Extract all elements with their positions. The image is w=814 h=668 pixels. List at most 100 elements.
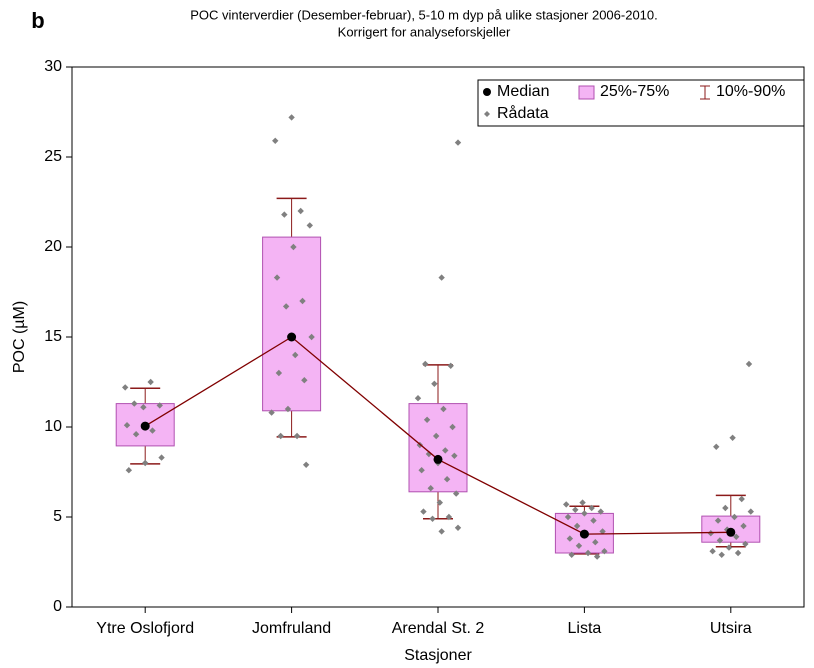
y-tick-label: 10 — [44, 418, 62, 435]
raw-point — [125, 467, 133, 474]
raw-point — [449, 423, 456, 431]
raw-point — [566, 535, 574, 542]
legend-label: 10%-90% — [716, 83, 785, 100]
y-tick-label: 30 — [44, 58, 62, 75]
y-tick-label: 15 — [44, 328, 62, 345]
raw-point — [601, 548, 608, 555]
x-tick-label: Jomfruland — [252, 620, 331, 637]
raw-point — [123, 422, 131, 429]
raw-point — [731, 513, 738, 521]
raw-point — [709, 548, 716, 555]
median-dot — [287, 332, 297, 342]
y-tick-label: 0 — [53, 598, 62, 615]
raw-point — [707, 530, 714, 537]
raw-point — [738, 495, 745, 503]
raw-point — [432, 432, 440, 440]
raw-point — [275, 369, 283, 377]
raw-point — [733, 533, 740, 540]
raw-point — [590, 517, 597, 524]
raw-point — [149, 427, 156, 434]
panel-label: b — [31, 8, 44, 33]
raw-point — [723, 526, 731, 533]
raw-point — [288, 114, 295, 121]
raw-point — [568, 551, 575, 558]
raw-point — [747, 508, 754, 515]
raw-point — [436, 499, 444, 506]
raw-point — [725, 544, 733, 551]
raw-point — [593, 553, 601, 560]
median-dot — [140, 421, 150, 431]
raw-point — [147, 378, 154, 386]
raw-point — [442, 447, 449, 454]
raw-point — [281, 211, 288, 218]
box — [408, 403, 468, 493]
median-dot — [726, 527, 736, 537]
raw-point — [131, 400, 138, 407]
legend-whisker-symbol — [700, 85, 710, 100]
raw-point — [579, 499, 586, 506]
chart-title: POC vinterverdier (Desember-februar), 5-… — [190, 7, 658, 22]
raw-point — [142, 459, 149, 467]
raw-point — [308, 333, 315, 341]
raw-point — [306, 222, 313, 229]
raw-point — [452, 490, 460, 497]
raw-point — [573, 522, 581, 530]
raw-point — [745, 360, 753, 368]
raw-point — [273, 274, 281, 281]
raw-point — [414, 395, 422, 402]
raw-point — [713, 443, 720, 450]
raw-point — [418, 467, 425, 474]
raw-point — [158, 454, 165, 461]
box — [262, 236, 322, 412]
raw-point — [438, 528, 445, 535]
y-tick-label: 25 — [44, 148, 62, 165]
x-tick-label: Arendal St. 2 — [392, 620, 485, 637]
raw-point — [429, 515, 436, 522]
legend-median-symbol — [483, 88, 491, 96]
raw-point — [447, 362, 454, 369]
legend-label: 25%-75% — [600, 83, 669, 100]
raw-point — [734, 549, 742, 557]
y-tick-label: 20 — [44, 238, 62, 255]
y-tick-label: 5 — [53, 508, 62, 525]
plot-frame — [71, 66, 805, 608]
raw-point — [445, 513, 453, 521]
raw-point — [581, 510, 588, 517]
raw-point — [597, 508, 604, 515]
raw-point — [132, 431, 140, 438]
raw-point — [564, 513, 572, 521]
raw-point — [302, 461, 310, 468]
raw-point — [156, 402, 163, 409]
raw-point — [292, 351, 299, 359]
raw-point — [592, 539, 599, 546]
raw-point — [290, 243, 297, 251]
raw-point — [454, 524, 462, 531]
raw-point — [575, 542, 583, 549]
raw-point — [718, 551, 725, 558]
raw-point — [443, 476, 451, 483]
x-tick-label: Utsira — [710, 620, 752, 637]
raw-point — [740, 522, 747, 530]
raw-point — [588, 504, 595, 512]
raw-point — [572, 506, 579, 513]
raw-point — [122, 384, 129, 391]
raw-point — [438, 274, 445, 281]
legend-box-symbol — [578, 85, 595, 100]
raw-point — [293, 432, 301, 440]
raw-point — [423, 416, 431, 423]
raw-point — [299, 297, 306, 305]
raw-point — [422, 360, 429, 368]
raw-point — [282, 303, 290, 310]
legend-label: Rådata — [497, 104, 549, 122]
raw-point — [729, 434, 736, 441]
raw-point — [284, 405, 292, 413]
median-dot — [579, 529, 589, 539]
raw-point — [722, 504, 729, 512]
raw-point — [268, 409, 275, 416]
raw-point — [272, 137, 279, 144]
chart-subtitle: Korrigert for analyseforskjeller — [338, 24, 511, 39]
raw-point — [584, 549, 592, 557]
raw-point — [420, 508, 427, 515]
y-axis-label: POC (µM) — [11, 301, 28, 373]
